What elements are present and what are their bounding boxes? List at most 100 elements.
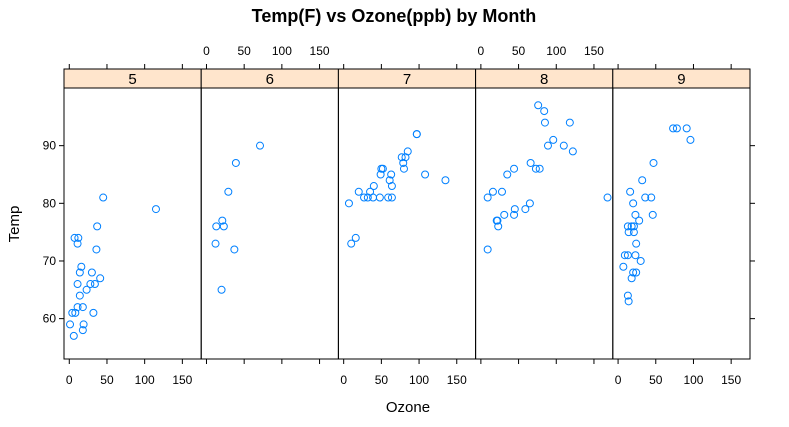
data-point: [217, 285, 226, 294]
data-point: [540, 107, 549, 116]
data-point: [385, 176, 394, 185]
data-point: [68, 308, 77, 317]
x-tick-label: 100: [272, 44, 292, 58]
data-point: [401, 153, 410, 162]
data-point: [559, 141, 568, 150]
x-axis-label: Ozone: [386, 399, 430, 416]
data-point: [483, 193, 492, 202]
data-point: [623, 251, 632, 260]
data-point: [619, 262, 628, 271]
data-point: [543, 141, 552, 150]
strip-label-7: 7: [403, 71, 411, 88]
data-point: [87, 268, 96, 277]
strip-label-9: 9: [677, 71, 685, 88]
x-tick-label: 50: [649, 373, 663, 387]
data-point: [86, 280, 95, 289]
data-point: [90, 280, 99, 289]
y-tick-label: 80: [43, 196, 57, 210]
strip-9: [612, 68, 751, 89]
data-point: [93, 222, 102, 231]
data-point: [521, 205, 530, 214]
data-point: [231, 158, 240, 167]
strip-label-5: 5: [128, 71, 136, 88]
x-tick-label: 100: [409, 373, 429, 387]
y-tick-label: 70: [43, 254, 57, 268]
data-point: [649, 158, 658, 167]
data-point: [568, 147, 577, 156]
x-tick-label: 0: [615, 373, 622, 387]
data-point: [369, 193, 378, 202]
data-point: [631, 251, 640, 260]
data-point: [73, 280, 82, 289]
data-point: [74, 233, 83, 242]
data-point: [603, 193, 612, 202]
x-tick-label: 50: [512, 44, 526, 58]
data-point: [672, 124, 681, 133]
data-point: [75, 268, 84, 277]
x-tick-label: 0: [478, 44, 485, 58]
data-point: [641, 193, 650, 202]
x-tick-label: 150: [447, 373, 467, 387]
data-point: [377, 164, 386, 173]
data-point: [629, 222, 638, 231]
x-tick-label: 50: [100, 373, 114, 387]
x-tick-label: 100: [546, 44, 566, 58]
chart-title: Temp(F) vs Ozone(ppb) by Month: [252, 6, 537, 26]
data-point: [638, 176, 647, 185]
data-point: [151, 205, 160, 214]
x-tick-label: 50: [237, 44, 251, 58]
data-point: [531, 164, 540, 173]
data-point: [629, 199, 638, 208]
data-point: [211, 239, 220, 248]
data-point: [623, 222, 632, 231]
data-point: [503, 170, 512, 179]
data-point: [500, 210, 509, 219]
data-point: [384, 193, 393, 202]
data-point: [387, 170, 396, 179]
data-point: [494, 222, 503, 231]
data-point: [624, 297, 633, 306]
data-point: [75, 291, 84, 300]
data-point: [623, 291, 632, 300]
data-point: [632, 239, 641, 248]
data-point: [540, 118, 549, 127]
x-tick-label: 0: [66, 373, 73, 387]
data-point: [636, 256, 645, 265]
data-point: [78, 303, 87, 312]
data-point: [492, 216, 501, 225]
panel-frame-5: [63, 87, 202, 360]
data-point: [525, 199, 534, 208]
strip-label-6: 6: [266, 71, 274, 88]
x-tick-label: 0: [203, 44, 210, 58]
data-point: [565, 118, 574, 127]
data-point: [219, 222, 228, 231]
data-point: [488, 187, 497, 196]
data-point: [256, 141, 264, 150]
data-point: [397, 153, 406, 162]
data-point: [82, 285, 91, 294]
data-point: [224, 187, 233, 196]
data-point: [631, 210, 640, 219]
data-point: [535, 164, 544, 173]
data-point: [96, 274, 105, 283]
data-point: [421, 170, 430, 179]
data-point: [89, 308, 98, 317]
data-point: [69, 331, 78, 340]
data-point: [627, 274, 636, 283]
data-point: [79, 320, 88, 329]
data-point: [510, 205, 519, 214]
data-point: [441, 176, 450, 185]
data-point: [483, 245, 492, 254]
data-point: [347, 239, 356, 248]
x-tick-label: 150: [721, 373, 741, 387]
data-point: [632, 268, 641, 277]
data-point: [73, 239, 82, 248]
data-point: [510, 210, 519, 219]
data-point: [629, 268, 638, 277]
data-point: [212, 222, 221, 231]
data-point: [387, 193, 396, 202]
data-point: [375, 193, 384, 202]
data-point: [78, 326, 87, 335]
x-tick-label: 150: [310, 44, 330, 58]
data-point: [77, 262, 86, 271]
